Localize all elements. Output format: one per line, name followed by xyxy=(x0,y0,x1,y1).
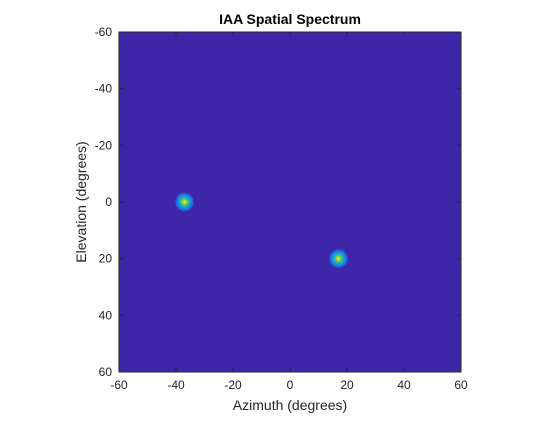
y-tick-label: -40 xyxy=(95,82,113,96)
y-tick-label: -20 xyxy=(95,138,113,152)
x-tick-label: 20 xyxy=(340,378,354,392)
plot-area xyxy=(119,32,461,372)
y-tick-label: -60 xyxy=(95,25,113,39)
y-tick-label: 40 xyxy=(99,308,113,322)
y-axis: -60 -40 -20 0 20 40 60 xyxy=(95,25,461,379)
y-tick-label: 0 xyxy=(105,195,112,209)
chart-title: IAA Spatial Spectrum xyxy=(219,11,361,27)
x-axis: -60 -40 -20 0 20 40 60 xyxy=(110,32,468,392)
y-tick-label: 60 xyxy=(99,365,113,379)
x-tick-label: -60 xyxy=(110,378,128,392)
spectrum-peak xyxy=(174,192,195,212)
y-axis-label: Elevation (degrees) xyxy=(73,141,89,262)
x-tick-label: 40 xyxy=(397,378,411,392)
peaks-layer xyxy=(174,192,349,269)
x-axis-label: Azimuth (degrees) xyxy=(233,397,347,413)
x-tick-label: -40 xyxy=(167,378,185,392)
spectrum-peak xyxy=(328,248,349,269)
x-tick-label: -20 xyxy=(224,378,242,392)
y-tick-label: 20 xyxy=(99,252,113,266)
x-tick-label: 0 xyxy=(287,378,294,392)
x-tick-label: 60 xyxy=(454,378,468,392)
